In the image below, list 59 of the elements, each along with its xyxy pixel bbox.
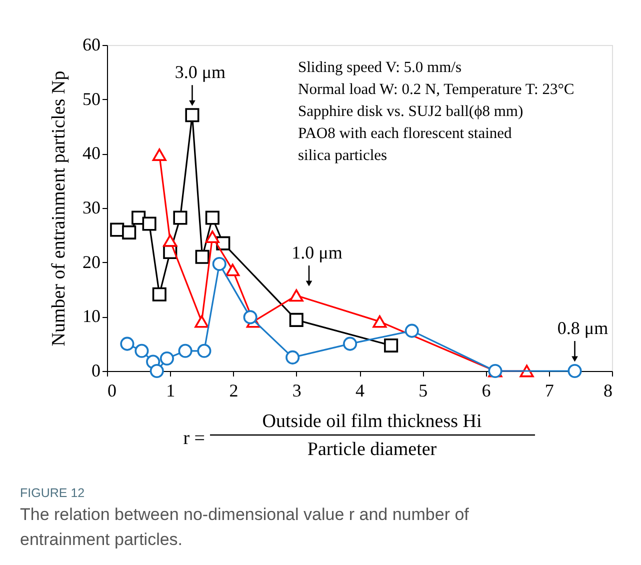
text: The relation between no-dimensional value r and number of entrainment particles. [20, 505, 470, 549]
y-tick-label: 10 [82, 306, 100, 326]
point [197, 344, 212, 358]
annotation: PAO8 with each florescent stained [298, 125, 512, 142]
annotation: Sliding speed V: 5.0 mm/s [298, 59, 462, 76]
point [372, 315, 387, 328]
point [185, 108, 200, 122]
point [226, 264, 240, 276]
point [150, 364, 164, 378]
point [195, 250, 210, 264]
x-tick-label: 0 [108, 380, 116, 400]
point [212, 256, 226, 271]
y-tick-label: 50 [82, 88, 100, 109]
point [384, 338, 398, 352]
point [343, 336, 358, 351]
point [110, 222, 124, 237]
y-tick-label: 60 [82, 34, 100, 54]
y-tick-label: 40 [82, 143, 100, 164]
x-tick-label: 5 [418, 380, 428, 400]
annotation: Sapphire disk vs. SUJ2 ball(ϕ8 mm) [298, 103, 524, 120]
point [286, 350, 300, 364]
x-tick-label: 1 [166, 380, 176, 400]
point [289, 312, 304, 327]
y-axis-title: Number of entrainment particles Np [48, 70, 70, 346]
text: Particle diameter [307, 439, 438, 460]
x-tick-label: 6 [482, 380, 491, 400]
annotation: 3.0 μm [174, 62, 226, 82]
point [568, 364, 582, 378]
point [289, 289, 304, 302]
caption: FIGURE 12 [20, 486, 85, 500]
point [404, 324, 419, 338]
y-tick-label: 30 [82, 198, 100, 218]
y-tick-label: 0 [92, 360, 100, 380]
point [205, 230, 220, 243]
x-tick-label: 7 [544, 380, 554, 400]
point [142, 216, 156, 231]
point [122, 225, 136, 240]
point [243, 310, 258, 324]
point [134, 344, 149, 358]
x-tick-label: 8 [604, 380, 612, 400]
annotation: 1.0 μm [292, 242, 342, 262]
y-tick-label: 20 [82, 252, 100, 272]
annotation: Normal load W: 0.2 N, Temperature T: 23°C [298, 81, 574, 98]
point [160, 351, 174, 366]
point [173, 210, 188, 225]
point [120, 336, 134, 351]
point [194, 315, 209, 328]
text: r = [183, 428, 205, 449]
point [163, 234, 178, 247]
x-tick-label: 2 [229, 380, 238, 400]
x-tick-label: 4 [356, 380, 364, 400]
point [152, 287, 166, 302]
annotation: 0.8 μm [557, 318, 608, 338]
x-axis-title: Outside oil film thickness Hi [262, 411, 482, 432]
point [178, 344, 192, 358]
point [152, 148, 166, 161]
annotation: silica particles [298, 147, 388, 164]
point [205, 210, 220, 225]
x-tick-label: 3 [292, 380, 302, 400]
